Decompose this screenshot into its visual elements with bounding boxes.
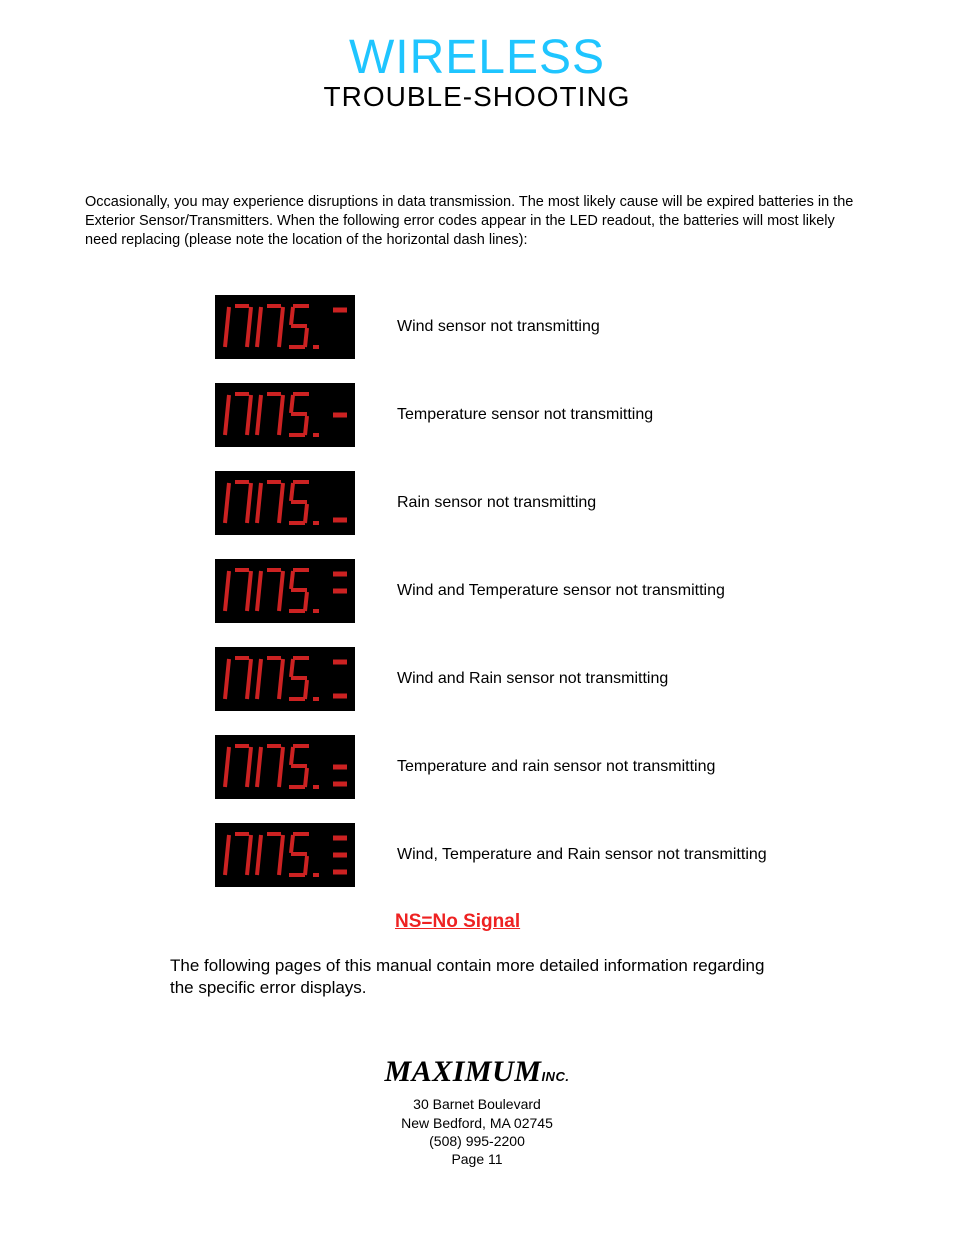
following-paragraph: The following pages of this manual conta…	[170, 955, 784, 1001]
error-row: Wind, Temperature and Rain sensor not tr…	[215, 823, 954, 887]
led-display-icon	[215, 383, 355, 447]
error-row-label: Wind and Rain sensor not transmitting	[397, 670, 668, 688]
intro-paragraph: Occasionally, you may experience disrupt…	[85, 193, 869, 250]
error-row-label: Wind sensor not transmitting	[397, 318, 600, 336]
logo-suffix: INC.	[541, 1069, 569, 1084]
error-row: Rain sensor not transmitting	[215, 471, 954, 535]
address-line-2: New Bedford, MA 02745	[0, 1114, 954, 1132]
logo-main: MAXIMUM	[385, 1055, 542, 1088]
title-block: WIRELESS TROUBLE-SHOOTING	[0, 30, 954, 113]
led-display-icon	[215, 471, 355, 535]
error-row: Wind and Rain sensor not transmitting	[215, 647, 954, 711]
error-row-label: Rain sensor not transmitting	[397, 494, 596, 512]
page-number: Page 11	[0, 1150, 954, 1168]
led-display-icon	[215, 295, 355, 359]
error-row: Temperature sensor not transmitting	[215, 383, 954, 447]
error-row: Wind and Temperature sensor not transmit…	[215, 559, 954, 623]
error-row-label: Wind and Temperature sensor not transmit…	[397, 582, 725, 600]
title-sub: TROUBLE-SHOOTING	[0, 81, 954, 113]
error-row: Temperature and rain sensor not transmit…	[215, 735, 954, 799]
company-logo: MAXIMUMINC.	[0, 1055, 954, 1089]
error-row-label: Wind, Temperature and Rain sensor not tr…	[397, 846, 767, 864]
error-row: Wind sensor not transmitting	[215, 295, 954, 359]
address-line-1: 30 Barnet Boulevard	[0, 1095, 954, 1113]
led-display-icon	[215, 823, 355, 887]
led-display-icon	[215, 735, 355, 799]
footer: MAXIMUMINC. 30 Barnet Boulevard New Bedf…	[0, 1055, 954, 1168]
title-main: WIRELESS	[0, 30, 954, 85]
phone: (508) 995-2200	[0, 1132, 954, 1150]
no-signal-note: NS=No Signal	[395, 911, 954, 933]
led-display-icon	[215, 559, 355, 623]
error-row-label: Temperature sensor not transmitting	[397, 406, 653, 424]
error-code-list: Wind sensor not transmitting Temperature …	[215, 295, 954, 887]
led-display-icon	[215, 647, 355, 711]
error-row-label: Temperature and rain sensor not transmit…	[397, 758, 715, 776]
